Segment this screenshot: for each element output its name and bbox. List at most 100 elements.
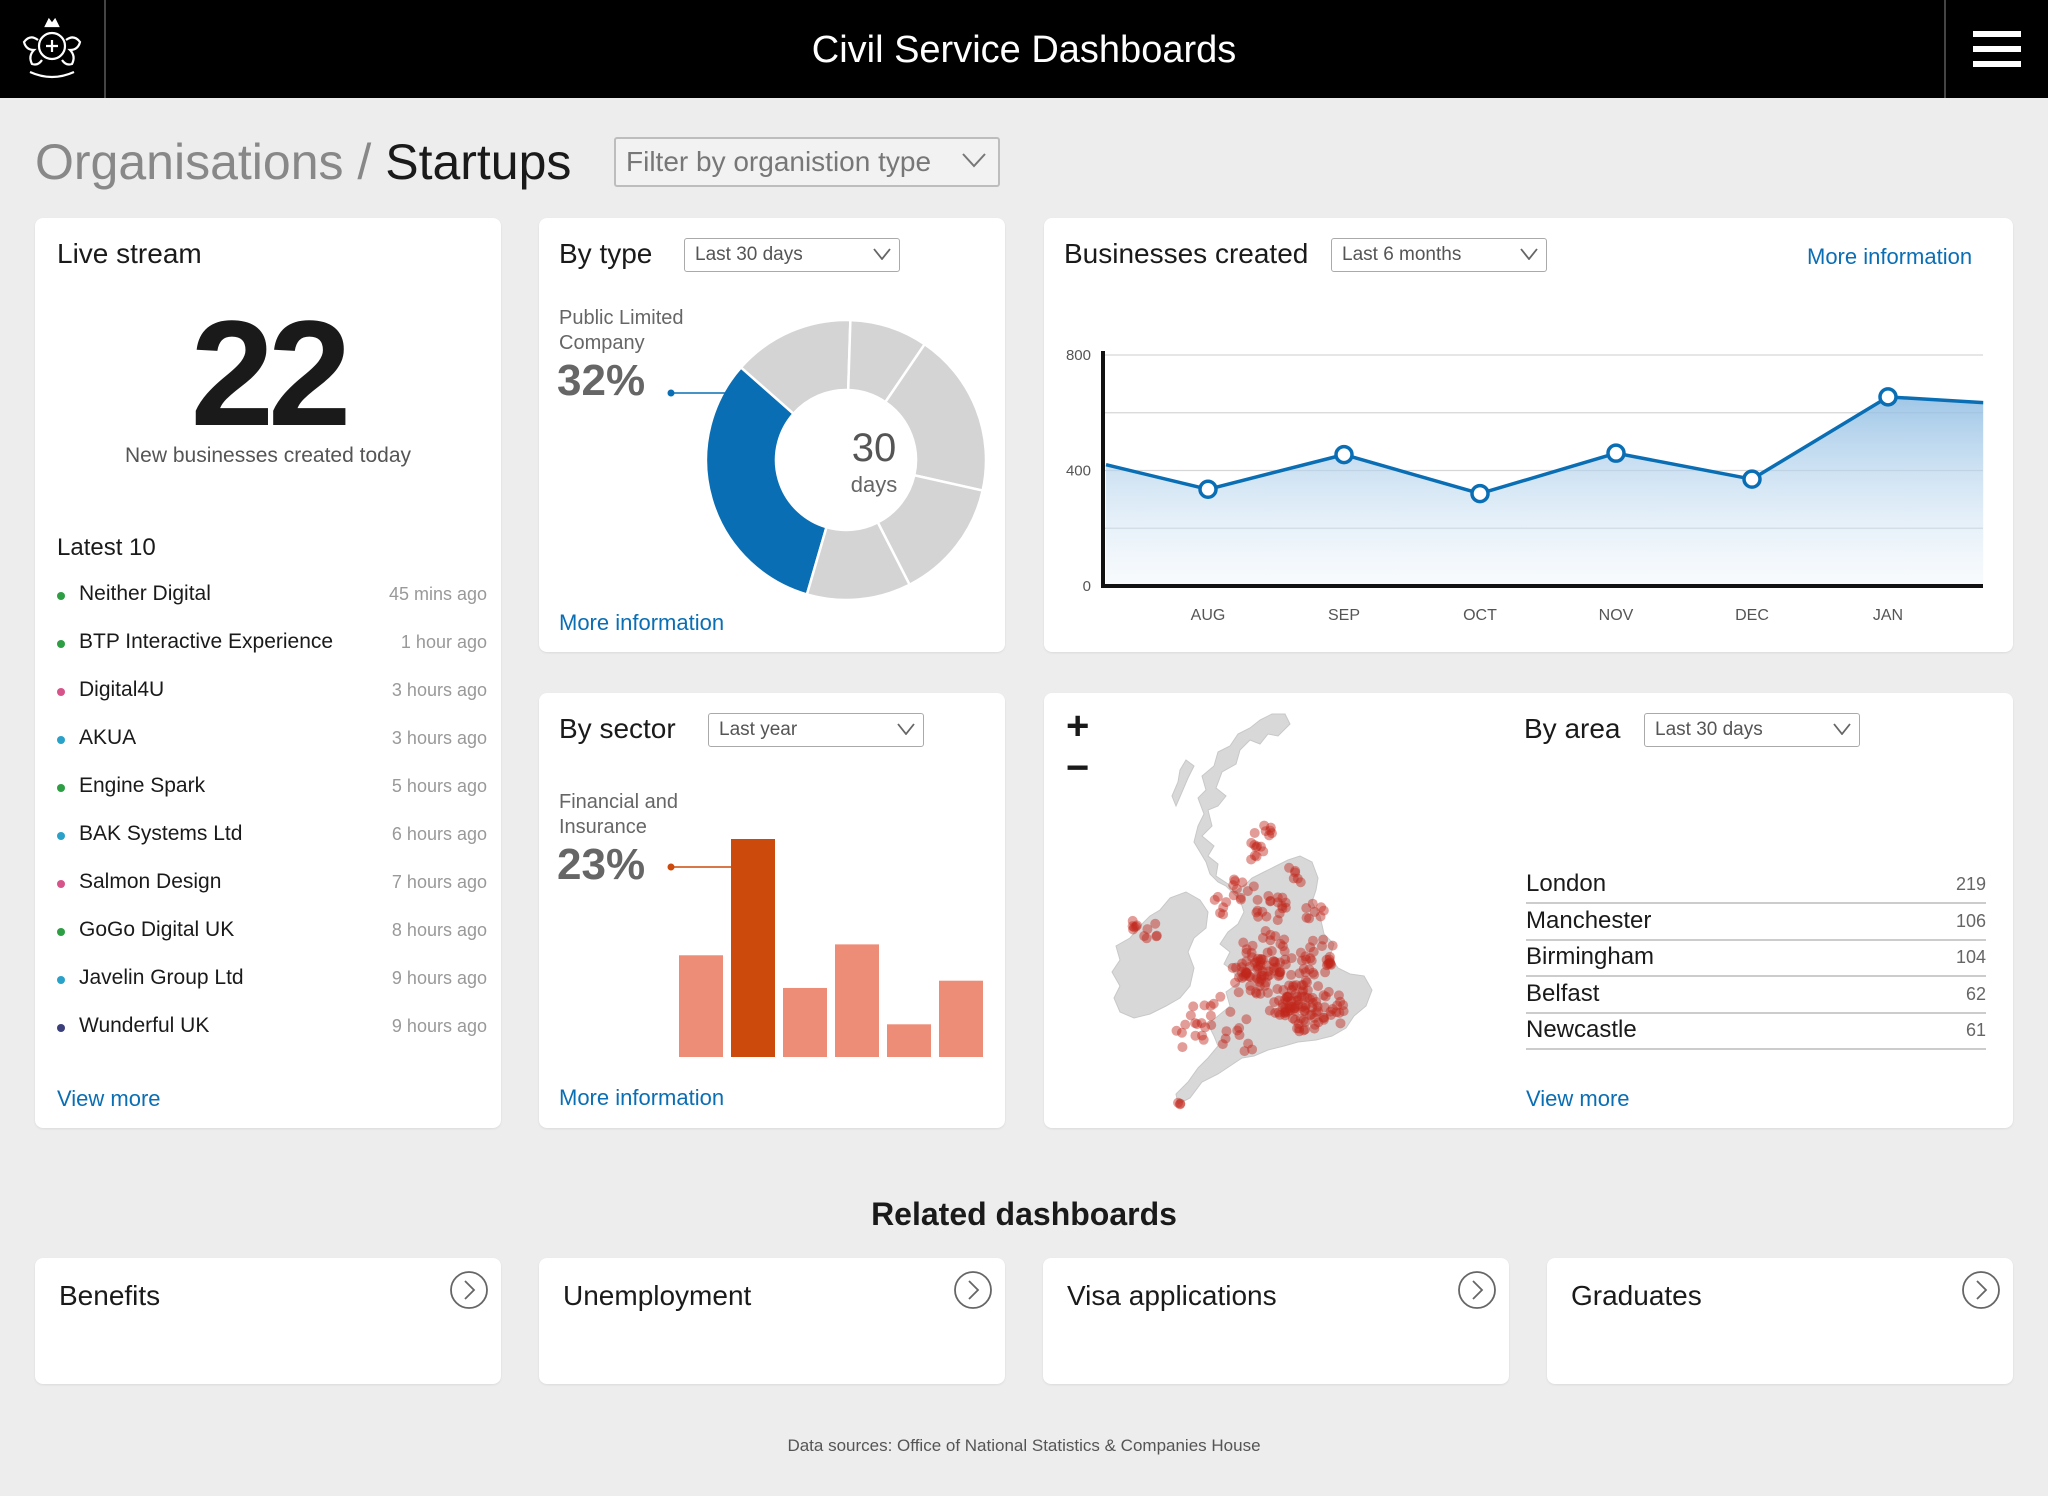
map-business-dot: [1279, 934, 1290, 945]
map-business-dot: [1268, 962, 1279, 973]
data-point[interactable]: [1470, 483, 1490, 504]
related-dashboard-card[interactable]: Unemployment: [539, 1258, 1005, 1384]
map-business-dot: [1293, 994, 1304, 1005]
app-title: Civil Service Dashboards: [811, 29, 1237, 71]
sector-bar[interactable]: [783, 987, 827, 1057]
area-row[interactable]: Belfast 62: [1526, 976, 1986, 1014]
ireland-shape: [1111, 891, 1209, 1019]
area-name: Newcastle: [1526, 1016, 1637, 1043]
map-zoom-out-button[interactable]: −: [1066, 746, 1090, 790]
map-business-dot: [1243, 971, 1254, 982]
list-item[interactable]: BTP Interactive Experience 1 hour ago: [57, 630, 487, 670]
map-business-dot: [1239, 1046, 1250, 1057]
map-business-dot: [1251, 851, 1262, 862]
business-time: 7 hours ago: [391, 872, 487, 892]
map-business-dot: [1300, 1000, 1311, 1011]
map-zoom-in-button[interactable]: +: [1066, 704, 1090, 748]
list-item[interactable]: Digital4U 3 hours ago: [57, 678, 487, 718]
royal-crest-icon[interactable]: [0, 0, 106, 98]
list-item[interactable]: AKUA 3 hours ago: [57, 726, 487, 766]
map-business-dot: [1305, 1010, 1316, 1021]
breadcrumb-parent[interactable]: Organisations: [35, 134, 344, 190]
sector-bar[interactable]: [939, 980, 983, 1057]
map-business-dot: [1227, 962, 1238, 973]
uk-map[interactable]: [1090, 706, 1410, 1116]
map-business-dot: [1270, 957, 1281, 968]
list-item[interactable]: Salmon Design 7 hours ago: [57, 870, 487, 910]
related-dashboard-card[interactable]: Graduates: [1547, 1258, 2013, 1384]
map-business-dot: [1287, 1013, 1298, 1024]
sector-bar[interactable]: [731, 839, 775, 1057]
sector-bar[interactable]: [835, 944, 879, 1057]
map-business-dot: [1298, 963, 1309, 974]
map-business-dot: [1309, 969, 1320, 980]
donut-slice[interactable]: [883, 342, 988, 493]
businesses-created-period-dropdown[interactable]: Last 6 months: [1331, 238, 1547, 272]
organisation-type-filter[interactable]: Filter by organistion type: [614, 137, 1000, 187]
map-business-dot: [1324, 954, 1335, 965]
list-item[interactable]: Engine Spark 5 hours ago: [57, 774, 487, 814]
map-business-dot: [1277, 998, 1288, 1009]
map-business-dot: [1254, 981, 1265, 992]
map-business-dot: [1185, 1010, 1196, 1021]
map-business-dot: [1296, 980, 1307, 991]
map-business-dot: [1298, 980, 1309, 991]
map-business-dot: [1321, 954, 1332, 965]
related-dashboard-card[interactable]: Visa applications: [1043, 1258, 1509, 1384]
hamburger-menu-icon[interactable]: [1944, 0, 2048, 98]
map-business-dot: [1199, 1000, 1210, 1011]
business-time: 45 mins ago: [388, 584, 487, 604]
map-business-dot: [1241, 944, 1252, 955]
map-business-dot: [1252, 841, 1263, 852]
businesses-created-more-information-link[interactable]: More information: [1807, 244, 1973, 269]
data-point[interactable]: [1742, 469, 1762, 489]
map-business-dot: [1229, 876, 1240, 887]
chevron-right-circle-icon[interactable]: [1457, 1270, 1497, 1310]
status-dot: [57, 976, 65, 984]
by-sector-more-information-link[interactable]: More information: [559, 1085, 725, 1110]
data-point[interactable]: [1878, 387, 1898, 407]
map-business-dot: [1284, 1001, 1295, 1012]
sector-bar[interactable]: [679, 955, 723, 1057]
sector-bar[interactable]: [887, 1024, 931, 1057]
list-item[interactable]: Neither Digital 45 mins ago: [57, 582, 487, 622]
map-business-dot: [1280, 954, 1291, 965]
data-point[interactable]: [1606, 443, 1626, 463]
chevron-right-circle-icon[interactable]: [1961, 1270, 2001, 1310]
list-item[interactable]: GoGo Digital UK 8 hours ago: [57, 918, 487, 958]
y-tick-label: 800: [1066, 347, 1091, 364]
data-point[interactable]: [1334, 444, 1354, 465]
map-business-dot: [1255, 956, 1266, 967]
area-row[interactable]: Manchester 106: [1526, 903, 1986, 941]
donut-center-value: 30: [851, 426, 897, 470]
by-sector-period-dropdown[interactable]: Last year: [708, 713, 924, 747]
area-row[interactable]: Birmingham 104: [1526, 939, 1986, 977]
map-business-dot: [1251, 988, 1262, 999]
related-dashboard-card[interactable]: Benefits: [35, 1258, 501, 1384]
business-name: AKUA: [79, 726, 137, 749]
chevron-right-circle-icon[interactable]: [449, 1270, 489, 1310]
area-row[interactable]: London 219: [1526, 866, 1986, 904]
business-name: Digital4U: [79, 678, 165, 701]
by-type-highlight-value: 32%: [557, 356, 646, 405]
business-time: 9 hours ago: [391, 1016, 487, 1036]
list-item[interactable]: Wunderful UK 9 hours ago: [57, 1014, 487, 1054]
by-type-period-dropdown[interactable]: Last 30 days: [684, 238, 900, 272]
map-business-dot: [1233, 972, 1244, 983]
map-business-dot: [1298, 1025, 1309, 1036]
list-item[interactable]: Javelin Group Ltd 9 hours ago: [57, 966, 487, 1006]
great-britain-shape: [1175, 713, 1373, 1105]
chevron-right-circle-icon[interactable]: [953, 1270, 993, 1310]
live-stream-view-more-link[interactable]: View more: [57, 1086, 161, 1111]
by-area-period-dropdown[interactable]: Last 30 days: [1644, 713, 1860, 747]
donut-slice[interactable]: [704, 365, 829, 596]
area-row[interactable]: Newcastle 61: [1526, 1012, 1986, 1050]
map-business-dot: [1305, 942, 1316, 953]
map-business-dot: [1252, 905, 1263, 916]
data-point[interactable]: [1198, 479, 1218, 500]
by-area-view-more-link[interactable]: View more: [1526, 1086, 1630, 1111]
list-item[interactable]: BAK Systems Ltd 6 hours ago: [57, 822, 487, 862]
map-business-dot: [1188, 1001, 1199, 1012]
by-type-more-information-link[interactable]: More information: [559, 610, 725, 635]
donut-slice[interactable]: [805, 520, 912, 602]
